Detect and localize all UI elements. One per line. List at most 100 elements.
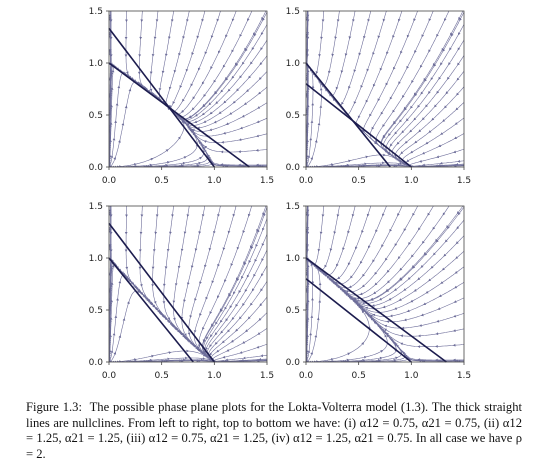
stream-line: [306, 257, 464, 322]
stream-arrow: [229, 305, 233, 309]
stream-arrow: [428, 49, 431, 53]
stream-arrow: [109, 18, 112, 22]
stream-arrow: [457, 159, 461, 163]
stream-arrow: [456, 77, 460, 81]
stream-line: [266, 11, 267, 12]
stream-arrow: [202, 327, 205, 330]
stream-arrow: [110, 155, 114, 158]
stream-arrow: [389, 228, 392, 232]
stream-arrow: [256, 120, 260, 123]
stream-arrow: [238, 138, 242, 141]
stream-arrow: [199, 350, 203, 353]
stream-arrow: [377, 98, 381, 102]
y-tick-label: 1.5: [89, 202, 103, 212]
stream-line: [265, 206, 267, 207]
stream-arrow: [186, 214, 190, 217]
stream-arrow: [217, 295, 220, 299]
stream-arrow: [204, 51, 208, 55]
stream-arrow: [458, 17, 461, 20]
stream-arrow: [167, 161, 170, 164]
stream-arrow: [236, 88, 239, 92]
stream-arrow: [113, 351, 117, 355]
stream-arrow: [239, 360, 242, 362]
stream-arrow: [165, 149, 169, 152]
x-tick-label: 1.0: [207, 371, 222, 381]
stream-line: [173, 206, 216, 362]
stream-arrow: [317, 249, 321, 252]
stream-arrow: [422, 151, 425, 155]
stream-arrow: [109, 129, 111, 133]
x-tick-label: 0.5: [352, 176, 366, 186]
stream-arrow: [258, 91, 261, 95]
stream-arrow: [239, 351, 243, 354]
stream-arrow: [352, 19, 355, 22]
stream-arrow: [319, 231, 323, 235]
stream-arrow: [269, 276, 272, 279]
stream-arrow: [262, 227, 265, 231]
stream-arrow: [367, 19, 370, 22]
stream-arrow: [376, 360, 379, 362]
stream-arrow: [351, 214, 355, 217]
stream-arrow: [400, 50, 403, 54]
y-tick-label: 0.0: [89, 358, 104, 368]
stream-arrow: [332, 98, 336, 101]
stream-arrow: [453, 164, 457, 167]
stream-arrow: [217, 214, 220, 217]
stream-arrow: [244, 102, 247, 105]
stream-arrow: [337, 276, 341, 280]
stream-arrow: [357, 115, 361, 119]
stream-arrow: [211, 323, 214, 327]
stream-line: [306, 11, 356, 97]
stream-arrow: [114, 315, 118, 318]
stream-arrow: [440, 132, 444, 135]
x-tick-label: 1.5: [260, 176, 274, 186]
stream-arrow: [419, 159, 422, 163]
stream-lines: [109, 206, 272, 362]
stream-arrow: [197, 126, 200, 130]
stream-arrow: [140, 214, 144, 218]
stream-arrow: [268, 19, 271, 22]
stream-arrow: [423, 77, 427, 81]
stream-arrow: [318, 282, 322, 286]
stream-arrow: [213, 120, 217, 124]
y-tick-label: 1.5: [89, 7, 103, 17]
stream-arrow: [420, 91, 424, 95]
stream-arrow: [347, 230, 350, 234]
stream-arrow: [109, 248, 112, 251]
stream-arrow: [144, 360, 147, 362]
stream-arrow: [385, 82, 389, 86]
stream-arrow: [111, 264, 115, 268]
stream-arrow: [208, 102, 212, 106]
stream-arrow: [230, 263, 234, 267]
stream-arrow: [428, 130, 432, 133]
stream-line: [306, 257, 464, 313]
stream-arrow: [158, 88, 162, 91]
stream-arrow: [360, 261, 363, 264]
stream-arrow: [256, 164, 260, 167]
stream-line: [323, 154, 413, 167]
stream-arrow: [320, 36, 323, 40]
stream-arrow: [317, 122, 321, 126]
x-tick-label: 0.0: [102, 176, 117, 186]
stream-arrow: [186, 123, 190, 127]
stream-arrow: [109, 272, 112, 276]
stream-arrow: [253, 32, 256, 36]
stream-arrow: [151, 284, 154, 287]
stream-arrow: [466, 81, 469, 84]
stream-arrow: [269, 66, 272, 69]
stream-arrow: [222, 64, 226, 68]
stream-arrow: [256, 359, 260, 362]
stream-arrow: [209, 111, 213, 115]
stream-arrow: [214, 332, 218, 336]
phase-plot-panel: 0.00.00.50.51.01.01.51.5: [286, 202, 471, 381]
stream-arrow: [467, 97, 470, 100]
stream-arrow: [149, 71, 153, 75]
stream-arrow: [224, 279, 227, 283]
stream-arrow: [363, 35, 366, 39]
stream-arrow: [256, 229, 259, 232]
stream-arrow: [173, 317, 176, 321]
stream-arrow: [116, 297, 119, 301]
stream-arrow: [197, 67, 201, 71]
stream-arrow: [109, 231, 112, 234]
stream-arrow: [198, 231, 202, 235]
